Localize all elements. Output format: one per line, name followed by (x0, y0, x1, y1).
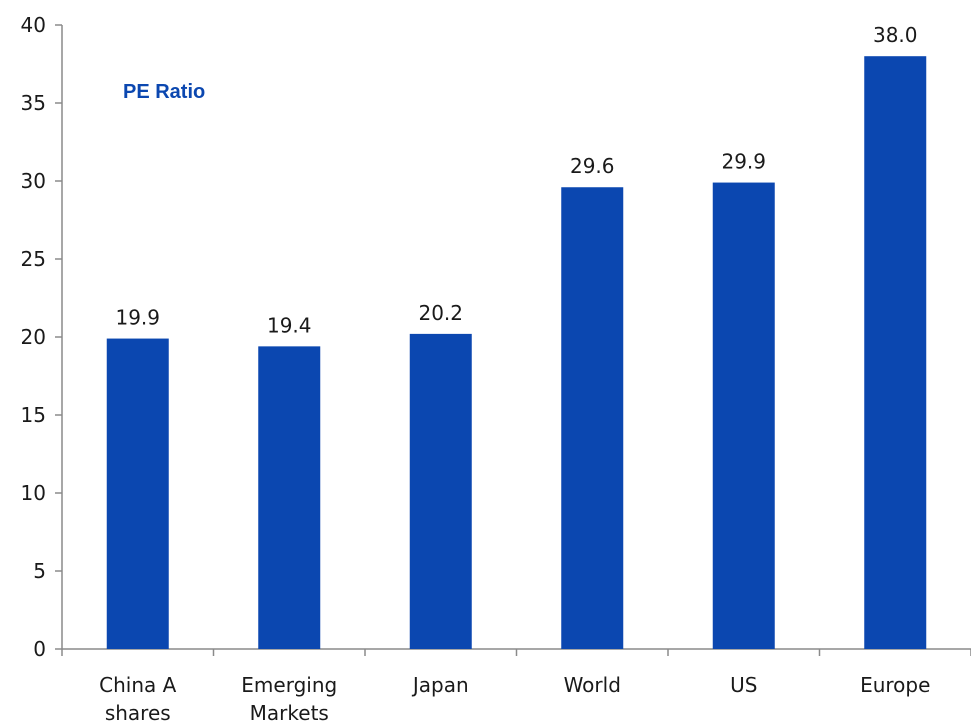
data-label: 29.9 (721, 150, 766, 174)
bars (106, 56, 927, 650)
x-axis-ticks (61, 649, 971, 656)
axes (61, 25, 971, 650)
category-label: Emerging Markets (241, 673, 337, 725)
y-tick-label: 30 (21, 169, 46, 193)
bar (864, 56, 927, 649)
category-label: World (564, 673, 621, 697)
y-tick-label: 15 (21, 403, 46, 427)
legend-label: PE Ratio (123, 81, 205, 103)
data-label: 19.9 (115, 306, 160, 330)
data-label: 19.4 (267, 313, 312, 337)
category-label: US (730, 673, 757, 697)
bar (258, 346, 321, 649)
data-label: 38.0 (873, 23, 918, 47)
category-label: Japan (411, 673, 469, 697)
y-tick-label: 25 (21, 247, 46, 271)
data-labels: 19.9 19.4 20.2 29.6 29.9 38.0 (115, 23, 917, 337)
y-tick-label: 10 (21, 481, 46, 505)
bar (712, 182, 775, 649)
y-tick-label: 0 (33, 637, 46, 661)
y-tick-label: 5 (33, 559, 46, 583)
data-label: 20.2 (418, 301, 463, 325)
bar (561, 187, 624, 650)
bar (106, 338, 169, 649)
data-label: 29.6 (570, 154, 615, 178)
y-axis-ticks: 0 5 10 15 20 25 30 35 40 (21, 13, 62, 661)
category-label: Europe (860, 673, 930, 697)
bar (409, 333, 472, 649)
y-tick-label: 35 (21, 91, 46, 115)
y-tick-label: 40 (21, 13, 46, 37)
y-tick-label: 20 (21, 325, 46, 349)
